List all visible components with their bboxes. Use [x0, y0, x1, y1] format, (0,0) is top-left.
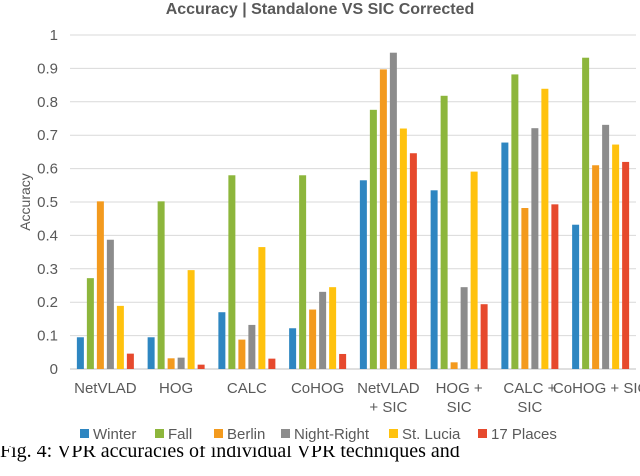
x-tick-label: CoHOG + SIC: [553, 380, 640, 397]
legend-label: Night-Right: [294, 426, 370, 443]
bar-berlin: [309, 309, 317, 369]
bar-night-right: [602, 124, 610, 369]
legend-label: St. Lucia: [402, 426, 461, 443]
x-tick-label: NetVLAD + SIC: [357, 380, 420, 416]
bar-st-lucia: [258, 247, 266, 369]
bar-berlin: [96, 201, 104, 369]
bar-17-places: [197, 364, 205, 369]
bars: [76, 52, 630, 370]
legend-swatch: [214, 429, 223, 438]
bar-winter: [147, 337, 155, 369]
figure-caption: Fig. 4: VPR accuracies of individual VPR…: [0, 446, 640, 476]
bar-night-right: [177, 357, 185, 369]
bar-winter: [359, 180, 367, 369]
bar-st-lucia: [329, 287, 337, 369]
bar-st-lucia: [541, 88, 549, 370]
y-axis-ticks: 0 0.1 0.2 0.3 0.4 0.5 0.6 0.7 0.8 0.9 1: [37, 27, 58, 378]
x-tick-label: HOG + SIC: [436, 380, 483, 416]
bar-st-lucia: [470, 171, 478, 369]
bar-st-lucia: [399, 128, 407, 369]
bar-17-places: [409, 153, 417, 369]
bar-fall: [86, 278, 94, 369]
bar-winter: [76, 337, 84, 369]
bar-st-lucia: [187, 270, 195, 369]
legend-label: Berlin: [227, 426, 265, 443]
accuracy-bar-chart: Accuracy | Standalone VS SIC Corrected 0…: [17, 1, 640, 443]
x-tick-label: CoHOG: [291, 380, 344, 397]
x-tick-label: CALC + SIC: [503, 380, 556, 416]
y-tick-label: 0.3: [37, 261, 58, 278]
bar-fall: [582, 57, 590, 369]
bar-fall: [299, 175, 307, 369]
x-axis-ticks: NetVLAD HOG CALC CoHOG NetVLAD + SIC HOG + SIC C…: [74, 380, 640, 416]
legend: Winter Fall Berlin Night-Right St. Lucia 17 P…: [80, 426, 557, 443]
bar-fall: [157, 201, 165, 369]
bar-17-places: [339, 353, 347, 369]
y-tick-label: 0.5: [37, 194, 58, 211]
bar-night-right: [106, 239, 114, 369]
y-tick-label: 0.2: [37, 294, 58, 311]
bar-17-places: [551, 204, 559, 369]
legend-label: 17 Places: [491, 426, 557, 443]
bar-fall: [440, 95, 448, 370]
x-tick-label: NetVLAD: [74, 380, 137, 397]
bar-17-places: [622, 161, 630, 369]
bar-berlin: [167, 358, 175, 369]
bar-night-right: [531, 128, 539, 369]
y-tick-label: 0.9: [37, 60, 58, 77]
bar-night-right: [248, 324, 256, 369]
bar-night-right: [460, 287, 468, 369]
bar-berlin: [592, 165, 600, 369]
bar-fall: [511, 74, 519, 370]
bar-night-right: [319, 291, 327, 369]
bar-winter: [501, 142, 509, 369]
bar-fall: [369, 109, 377, 369]
legend-swatch: [155, 429, 164, 438]
legend-label: Winter: [93, 426, 136, 443]
y-tick-label: 1: [50, 27, 58, 44]
bar-winter: [430, 190, 438, 369]
x-tick-label: HOG: [159, 380, 193, 397]
x-tick-label: CALC: [227, 380, 267, 397]
chart-title: Accuracy | Standalone VS SIC Corrected: [166, 1, 475, 18]
legend-swatch: [80, 429, 89, 438]
bar-winter: [218, 312, 226, 369]
y-axis-label: Accuracy: [17, 173, 33, 231]
bar-17-places: [480, 304, 488, 369]
y-tick-label: 0.4: [37, 227, 58, 244]
legend-swatch: [478, 429, 487, 438]
bar-st-lucia: [612, 144, 620, 369]
bar-night-right: [389, 52, 397, 370]
y-tick-label: 0.7: [37, 127, 58, 144]
bar-st-lucia: [116, 305, 124, 369]
y-tick-label: 0.8: [37, 94, 58, 111]
bar-berlin: [379, 69, 387, 369]
y-tick-label: 0.6: [37, 161, 58, 178]
y-tick-label: 0.1: [37, 328, 58, 345]
caption-text: Fig. 4: VPR accuracies of individual VPR…: [0, 446, 460, 462]
bar-fall: [228, 175, 236, 369]
bar-berlin: [521, 208, 529, 369]
bar-17-places: [268, 358, 276, 369]
bar-17-places: [126, 353, 134, 369]
bar-berlin: [238, 339, 246, 369]
legend-swatch: [281, 429, 290, 438]
gridlines: [70, 34, 636, 370]
y-tick-label: 0: [50, 361, 58, 378]
legend-label: Fall: [168, 426, 192, 443]
bar-berlin: [450, 362, 458, 369]
bar-winter: [572, 224, 580, 369]
legend-swatch: [389, 429, 398, 438]
bar-winter: [289, 328, 297, 369]
